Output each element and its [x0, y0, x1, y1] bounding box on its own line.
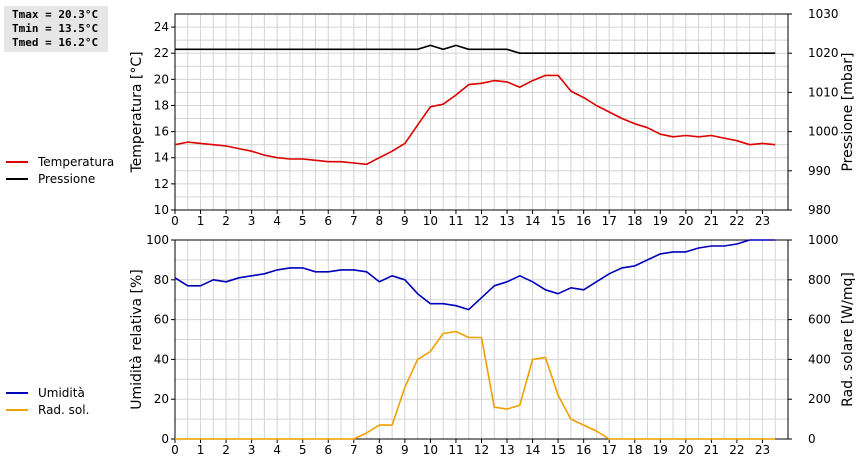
top-xtick-label: 11	[448, 214, 463, 228]
top-xtick-label: 19	[653, 214, 668, 228]
bottom-xtick-label: 18	[627, 443, 642, 457]
top-xtick-label: 3	[248, 214, 256, 228]
bottom-xtick-label: 23	[755, 443, 770, 457]
top-y2tick-label: 1020	[808, 46, 839, 60]
bottom-y2tick-label: 0	[808, 432, 816, 446]
bottom-y2tick-label: 200	[808, 392, 831, 406]
legend-swatch-umidita	[6, 392, 28, 394]
top-xtick-label: 2	[222, 214, 230, 228]
legend-label-radsol: Rad. sol.	[38, 403, 90, 417]
bottom-y2tick-label: 1000	[808, 233, 839, 247]
bottom-xtick-label: 12	[474, 443, 489, 457]
bottom-xtick-label: 16	[576, 443, 591, 457]
top-xtick-label: 21	[704, 214, 719, 228]
top-xtick-label: 22	[729, 214, 744, 228]
legend-label-pressione: Pressione	[38, 172, 96, 186]
top-y2tick-label: 1010	[808, 85, 839, 99]
top-xtick-label: 9	[401, 214, 409, 228]
top-xtick-label: 18	[627, 214, 642, 228]
top-ytick-label: 22	[154, 46, 169, 60]
bottom-y2tick-label: 800	[808, 273, 831, 287]
bottom-xtick-label: 4	[273, 443, 281, 457]
top-xtick-label: 15	[550, 214, 565, 228]
bottom-y2tick-label: 600	[808, 313, 831, 327]
stats-box: Tmax = 20.3°C Tmin = 13.5°C Tmed = 16.2°…	[4, 6, 108, 52]
legend-item-radsol: Rad. sol.	[6, 402, 89, 418]
top-xtick-label: 20	[678, 214, 693, 228]
top-y2tick-label: 990	[808, 164, 831, 178]
top-ytick-label: 16	[154, 125, 169, 139]
bottom-xtick-label: 3	[248, 443, 256, 457]
top-ytick-label: 14	[154, 151, 169, 165]
top-y2tick-label: 1030	[808, 7, 839, 21]
top-xtick-label: 0	[171, 214, 179, 228]
bottom-xtick-label: 9	[401, 443, 409, 457]
top-y2tick-label: 980	[808, 203, 831, 217]
bottom-xtick-label: 20	[678, 443, 693, 457]
top-y2label: Pressione [mbar]	[840, 52, 856, 171]
legend-label-temperatura: Temperatura	[38, 155, 115, 169]
top-xtick-label: 13	[499, 214, 514, 228]
bottom-xtick-label: 22	[729, 443, 744, 457]
top-ytick-label: 20	[154, 72, 169, 86]
bottom-xtick-label: 7	[350, 443, 358, 457]
bottom-xtick-label: 2	[222, 443, 230, 457]
legend-swatch-radsol	[6, 409, 28, 411]
top-xtick-label: 10	[423, 214, 438, 228]
top-xtick-label: 14	[525, 214, 540, 228]
tmed-text: Tmed = 16.2°C	[12, 36, 99, 49]
top-ytick-label: 18	[154, 98, 169, 112]
bottom-ytick-label: 0	[161, 432, 169, 446]
series-line-rad-sol	[175, 330, 776, 440]
top-xtick-label: 7	[350, 214, 358, 228]
bottom-xtick-label: 13	[499, 443, 514, 457]
tmin-text: Tmin = 13.5°C	[12, 22, 99, 35]
bottom-xtick-label: 5	[299, 443, 307, 457]
top-xtick-label: 6	[324, 214, 332, 228]
bottom-y2tick-label: 400	[808, 352, 831, 366]
tmax-text: Tmax = 20.3°C	[12, 8, 99, 21]
bottom-xtick-label: 1	[197, 443, 205, 457]
top-ytick-label: 10	[154, 203, 169, 217]
bottom-ytick-label: 40	[154, 352, 169, 366]
bottom-xtick-label: 11	[448, 443, 463, 457]
top-ylabel: Temperatura [°C]	[129, 51, 145, 173]
top-xtick-label: 12	[474, 214, 489, 228]
series-line-pressione	[175, 44, 776, 55]
bottom-xtick-label: 6	[324, 443, 332, 457]
top-xtick-label: 16	[576, 214, 591, 228]
top-ytick-label: 24	[154, 20, 169, 34]
bottom-ytick-label: 60	[154, 313, 169, 327]
bottom-y2label: Rad. solare [W/mq]	[840, 272, 856, 407]
top-xtick-label: 23	[755, 214, 770, 228]
bottom-xtick-label: 17	[602, 443, 617, 457]
top-xtick-label: 17	[602, 214, 617, 228]
bottom-xtick-label: 19	[653, 443, 668, 457]
bottom-ytick-label: 20	[154, 392, 169, 406]
top-xtick-label: 5	[299, 214, 307, 228]
bottom-xtick-label: 21	[704, 443, 719, 457]
legend-item-umidita: Umidità	[6, 385, 85, 401]
top-xtick-label: 8	[376, 214, 384, 228]
bottom-ytick-label: 80	[154, 273, 169, 287]
legend-label-umidita: Umidità	[38, 386, 85, 400]
bottom-xtick-label: 0	[171, 443, 179, 457]
series-line-temperatura	[174, 74, 776, 166]
bottom-xtick-label: 8	[376, 443, 384, 457]
legend-swatch-temperatura	[6, 161, 28, 163]
top-xtick-label: 1	[197, 214, 205, 228]
bottom-xtick-label: 15	[550, 443, 565, 457]
legend-item-temperatura: Temperatura	[6, 154, 114, 170]
bottom-xtick-label: 14	[525, 443, 540, 457]
legend-item-pressione: Pressione	[6, 171, 95, 187]
bottom-ytick-label: 100	[146, 233, 169, 247]
bottom-xtick-label: 10	[423, 443, 438, 457]
series-line-umidit	[174, 239, 776, 311]
bottom-ylabel: Umidità relativa [%]	[129, 269, 145, 410]
top-ytick-label: 12	[154, 177, 169, 191]
top-xtick-label: 4	[273, 214, 281, 228]
top-y2tick-label: 1000	[808, 125, 839, 139]
legend-swatch-pressione	[6, 178, 28, 180]
